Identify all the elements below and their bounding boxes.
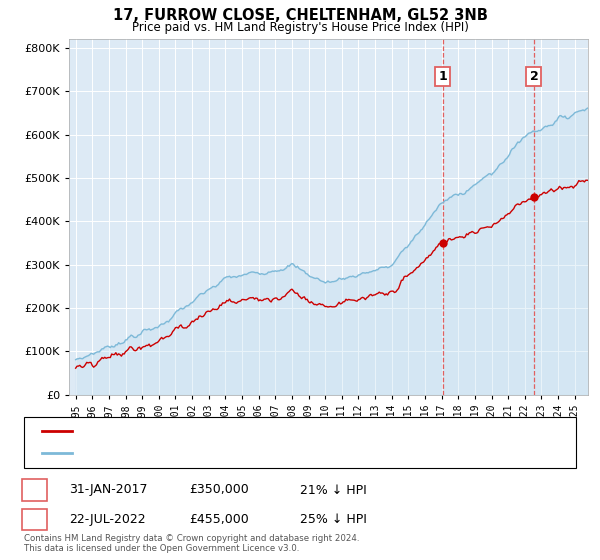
Text: £455,000: £455,000 [189,513,249,526]
Text: 2: 2 [31,513,39,526]
Text: 31-JAN-2017: 31-JAN-2017 [69,483,148,497]
Text: 17, FURROW CLOSE, CHELTENHAM, GL52 3NB: 17, FURROW CLOSE, CHELTENHAM, GL52 3NB [113,8,487,24]
Text: 21% ↓ HPI: 21% ↓ HPI [300,483,367,497]
Text: Contains HM Land Registry data © Crown copyright and database right 2024.
This d: Contains HM Land Registry data © Crown c… [24,534,359,553]
Text: 22-JUL-2022: 22-JUL-2022 [69,513,146,526]
Text: £350,000: £350,000 [189,483,249,497]
Text: 1: 1 [439,70,448,83]
Text: HPI: Average price, detached house, Cheltenham: HPI: Average price, detached house, Chel… [78,449,335,459]
Text: Price paid vs. HM Land Registry's House Price Index (HPI): Price paid vs. HM Land Registry's House … [131,21,469,34]
Text: 25% ↓ HPI: 25% ↓ HPI [300,513,367,526]
Text: 17, FURROW CLOSE, CHELTENHAM, GL52 3NB (detached house): 17, FURROW CLOSE, CHELTENHAM, GL52 3NB (… [78,426,412,436]
Text: 2: 2 [530,70,538,83]
Text: 1: 1 [31,483,39,497]
